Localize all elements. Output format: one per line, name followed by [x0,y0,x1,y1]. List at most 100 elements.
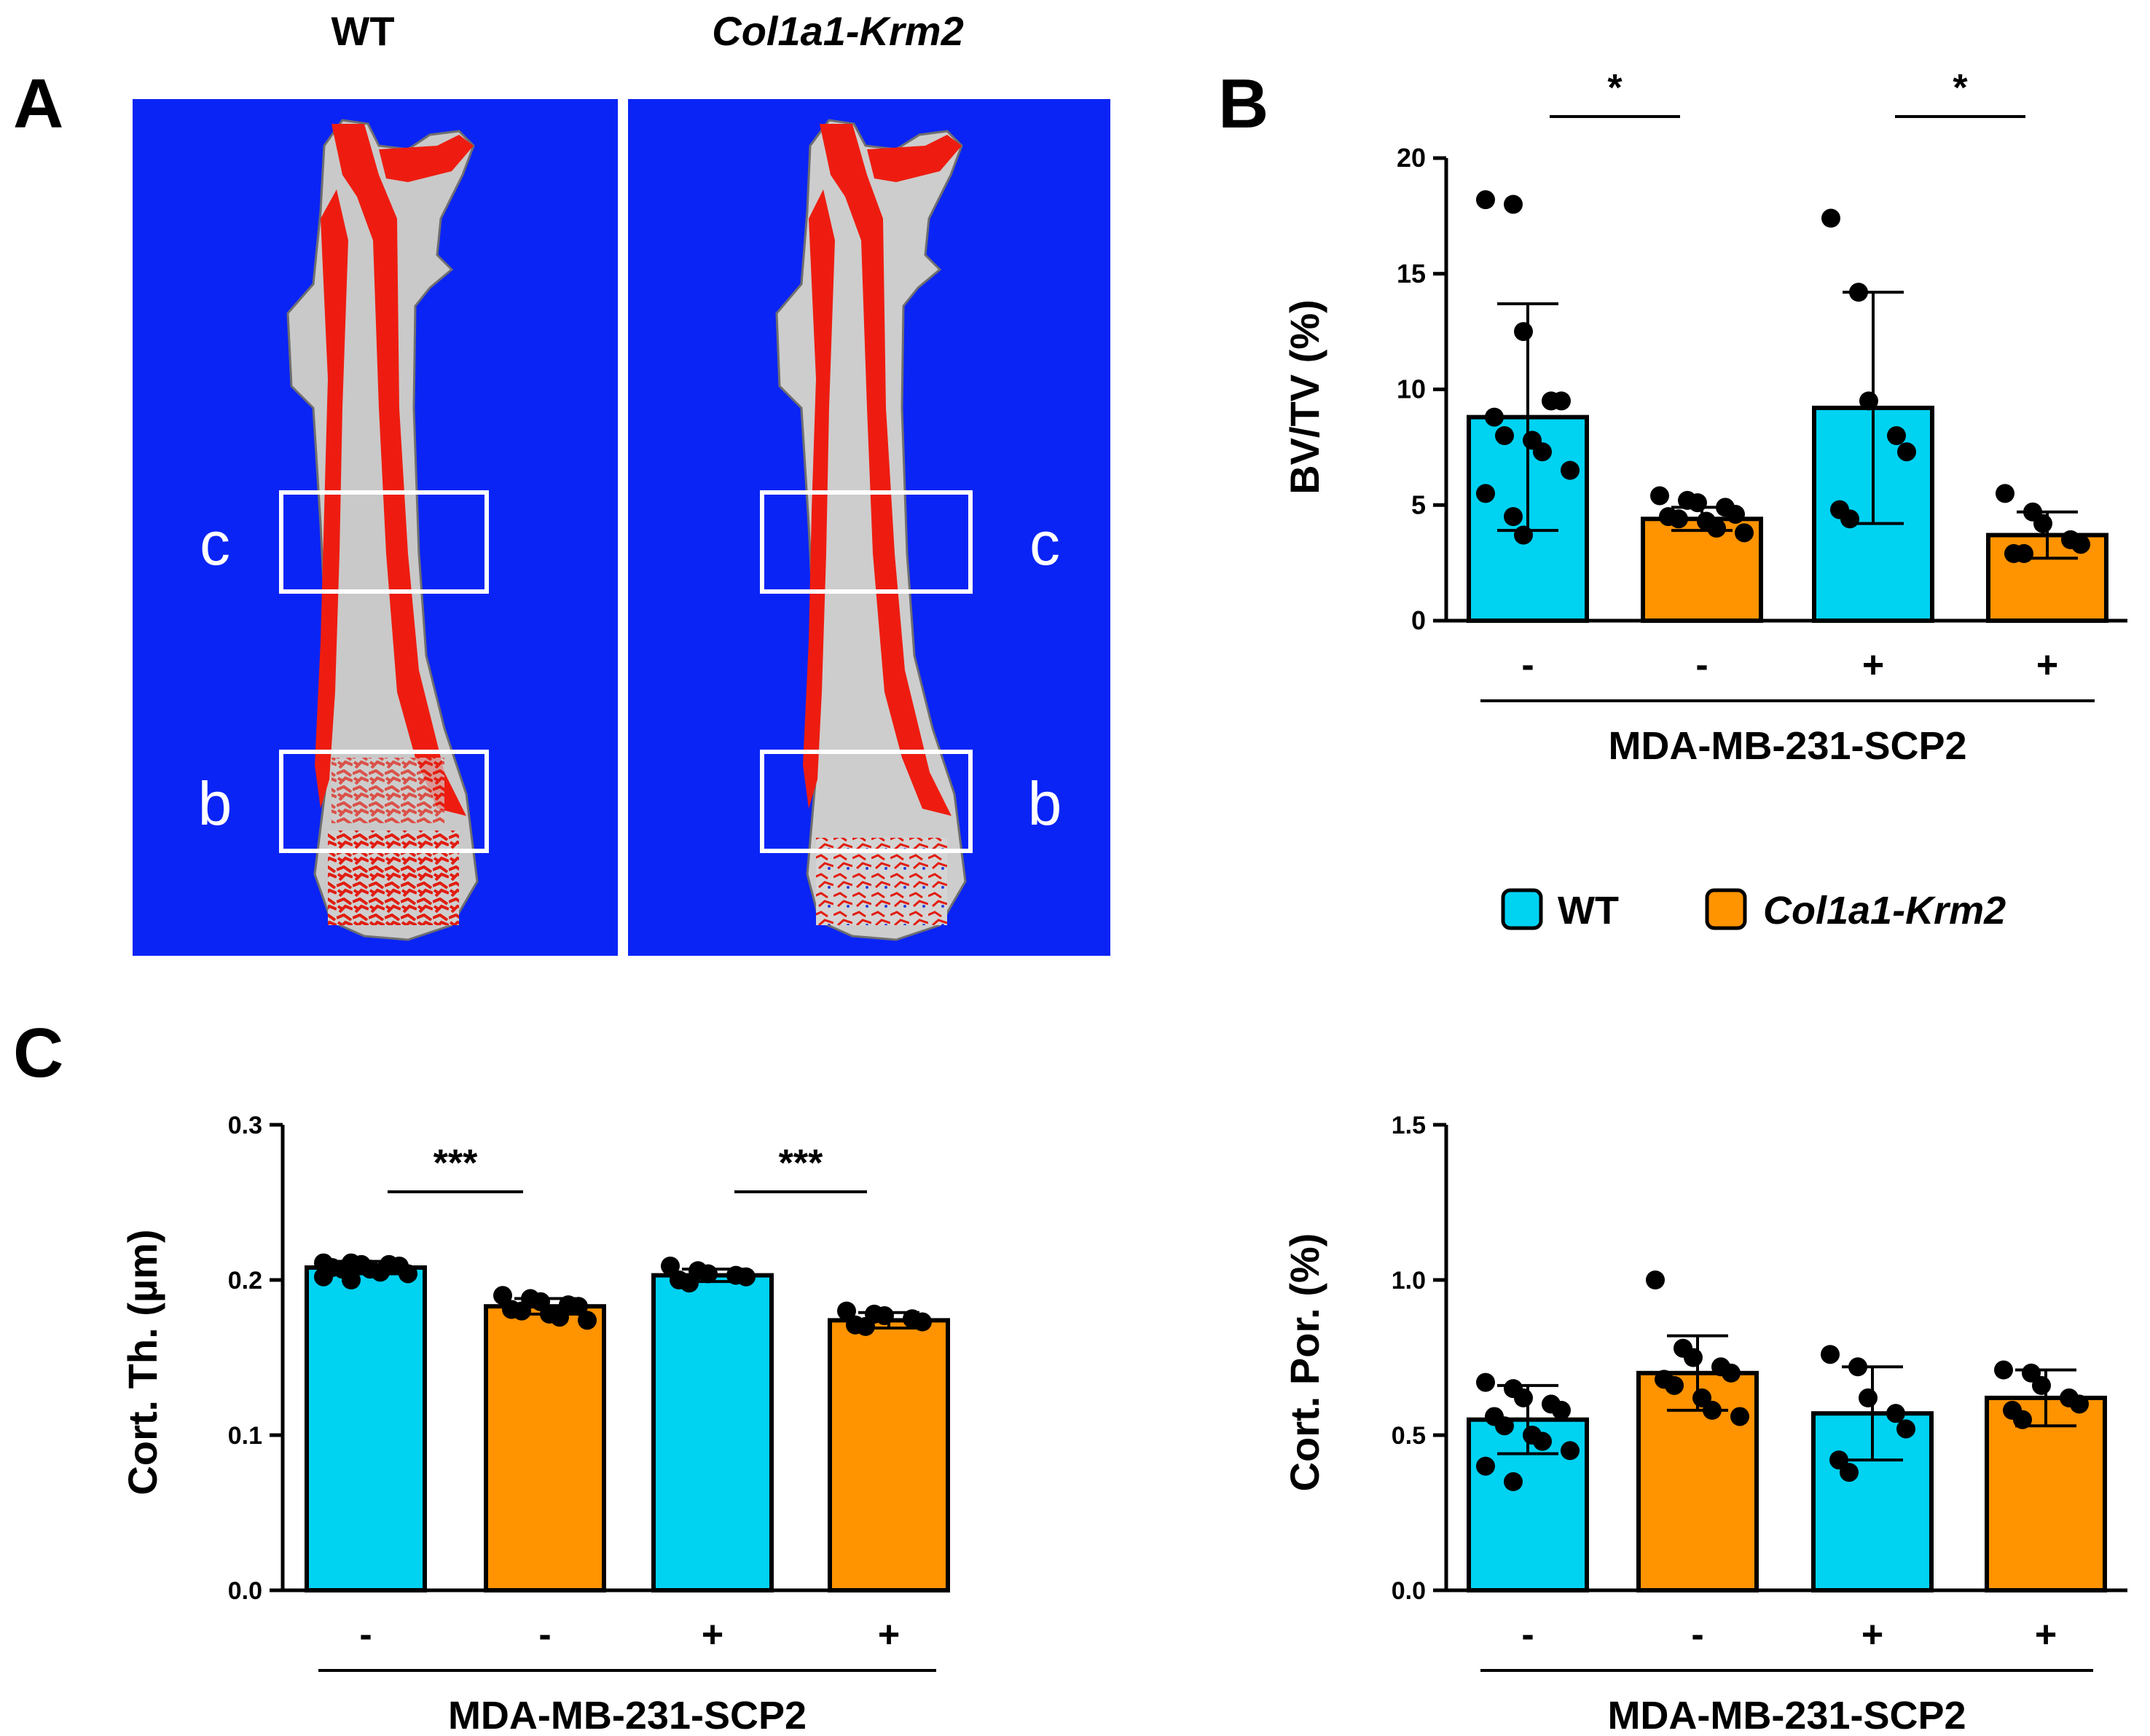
data-point [1533,1431,1552,1451]
data-point [2071,535,2090,554]
data-point [1552,391,1571,411]
x-tick-label: - [538,1614,551,1656]
legend: WT Col1a1-Krm2 [1501,888,2006,932]
data-point [2033,514,2052,533]
data-point [1669,509,1688,529]
legend-wt-label: WT [1558,889,1619,932]
krm2-roi-cortical-box [760,490,973,594]
x-tick-label: - [1521,644,1534,686]
data-point [2013,1410,2032,1429]
x-tick-label: - [359,1614,372,1656]
data-point [661,1256,680,1276]
data-point [1504,1472,1523,1491]
significance-label: * [1953,67,1968,109]
data-point [314,1267,333,1287]
data-point [1476,1456,1495,1476]
krm2-bone-scan: c b [628,99,1110,956]
wt-roi-trabecular-box [279,750,489,853]
data-point [1646,1270,1665,1289]
data-point [1821,208,1840,228]
cortical-porosity-chart: 0.0 0.5 1.0 1.5 Cort. Por. (%) - - + + MDA-MB-231… [1282,1112,2127,1736]
bar [1985,1395,2107,1592]
data-point [1840,509,1859,529]
data-point [1504,195,1523,214]
x-tick-label: - [1695,644,1708,686]
legend-wt-swatch [1501,888,1543,930]
data-point [1485,407,1504,427]
data-point [1514,1388,1533,1407]
data-point [1561,1441,1580,1461]
significance-label: * [1607,67,1623,109]
data-point [2032,1375,2051,1395]
data-point [399,1264,417,1284]
data-point [2014,543,2033,563]
data-point [699,1264,718,1284]
data-point [1821,1345,1840,1364]
x-group-label: MDA-MB-231-SCP2 [1608,724,1966,768]
x-tick-label: + [2036,644,2058,686]
data-point [1840,1463,1859,1482]
data-point [1886,1404,1905,1423]
bar [305,1265,427,1592]
x-tick-label: + [1861,1614,1883,1656]
panel-c-letter: C [13,1014,63,1092]
y-tick-label: 0.0 [1392,1577,1426,1605]
bar [484,1304,606,1592]
data-point [1514,525,1533,545]
x-tick-label: + [2035,1614,2057,1656]
data-point [837,1301,856,1321]
y-axis-label: BV/TV (%) [1282,299,1327,495]
data-point [1514,322,1533,342]
data-point [737,1267,756,1287]
bar [651,1273,774,1592]
bar [828,1318,950,1592]
wt-roi-c-label: c [200,509,230,578]
data-point [1684,1348,1703,1367]
data-point [1650,486,1669,506]
data-point [1735,523,1754,543]
wt-scan-title: WT [331,8,394,54]
data-point [1849,283,1868,302]
x-tick-label: + [702,1614,723,1656]
y-tick-label: 10 [1397,374,1426,404]
y-tick-label: 0.1 [228,1422,262,1450]
data-point [1887,426,1906,445]
y-tick-label: 0.0 [228,1577,262,1605]
krm2-roi-trabecular-box [760,750,973,853]
y-tick-label: 0.3 [228,1112,262,1139]
data-point [569,1297,588,1316]
y-axis-label: Cort. Por. (%) [1282,1233,1327,1492]
krm2-roi-b-label: b [1028,769,1062,838]
data-point [1896,1419,1915,1439]
y-axis-label: Cort. Th. (µm) [119,1229,165,1495]
data-point [1476,190,1495,210]
y-tick-label: 0.5 [1392,1422,1426,1450]
significance-label: *** [779,1142,823,1185]
data-point [512,1301,531,1321]
data-point [1996,484,2014,503]
x-tick-label: - [1691,1614,1703,1656]
data-point [856,1316,875,1336]
y-tick-label: 5 [1411,490,1426,519]
y-tick-label: 0 [1411,605,1426,635]
data-point [1665,1375,1684,1395]
x-group-label: MDA-MB-231-SCP2 [448,1694,807,1736]
data-point [1688,493,1707,513]
data-point [1504,507,1523,527]
data-point [1730,1407,1749,1426]
y-tick-label: 0.2 [228,1267,262,1295]
significance-label: *** [433,1142,478,1185]
panel-b-letter: B [1218,65,1268,143]
data-point [1495,426,1514,445]
data-point [1726,504,1745,524]
data-point [371,1262,390,1282]
x-tick-label: + [1862,644,1884,686]
y-tick-label: 15 [1397,259,1426,288]
legend-krm2-label: Col1a1-Krm2 [1763,889,2006,932]
data-point [1994,1360,2013,1380]
data-point [1561,460,1580,480]
data-point [1476,1372,1495,1392]
data-point [1552,1400,1571,1420]
data-point [1859,1388,1878,1407]
